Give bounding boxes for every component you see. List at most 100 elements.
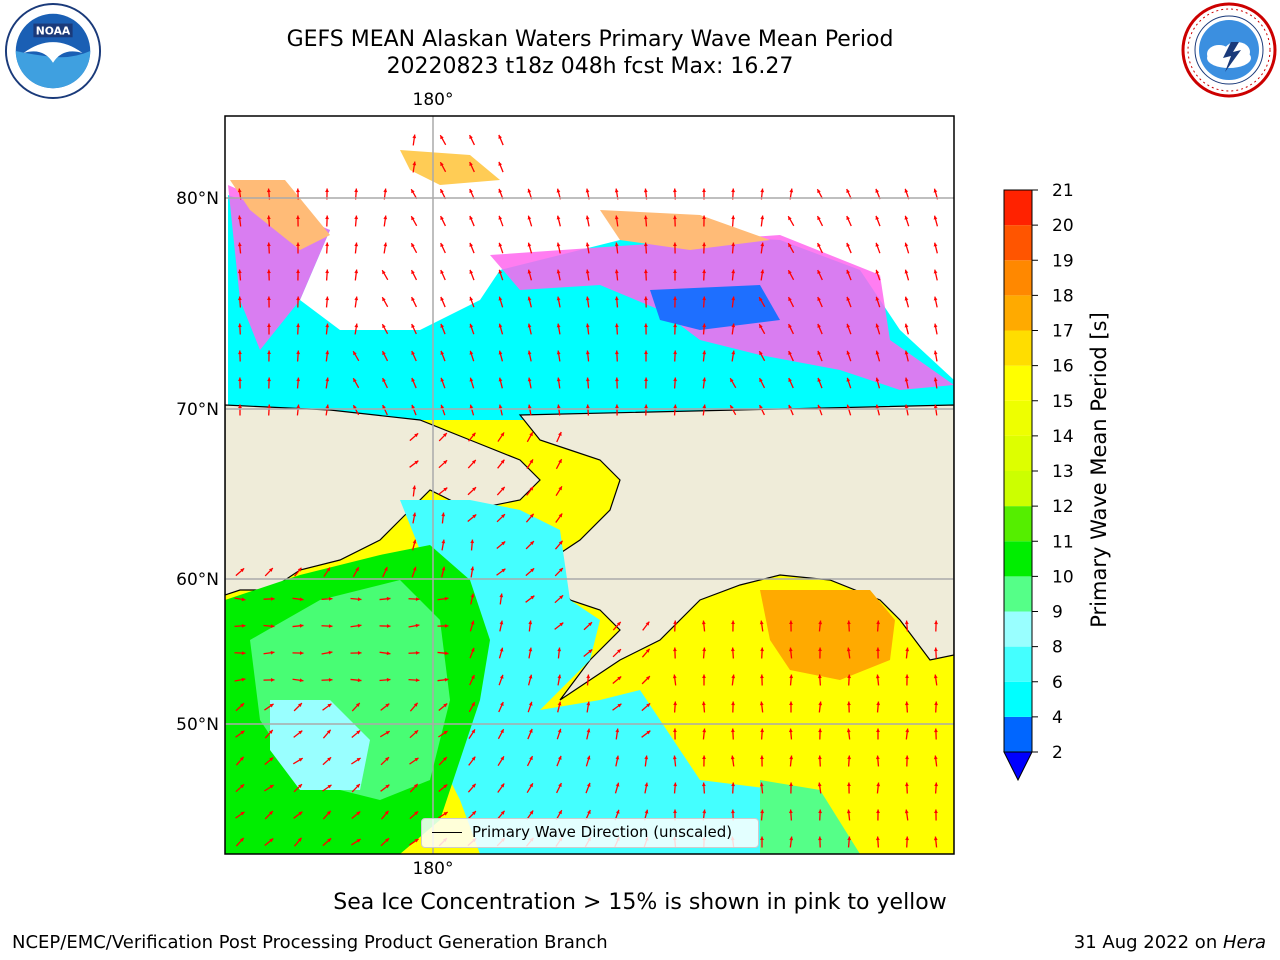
wave-arrow-head xyxy=(412,566,417,571)
wave-arrow-head xyxy=(529,459,533,464)
wave-arrow-head xyxy=(760,188,765,193)
wave-arrow-head xyxy=(904,404,909,409)
legend-line-swatch xyxy=(432,832,462,833)
colorbar-under-triangle xyxy=(1003,751,1033,782)
wave-arrow-head xyxy=(530,595,535,600)
wave-arrow-head xyxy=(472,487,477,492)
footer-host: Hera xyxy=(1222,932,1266,953)
wave-arrow-head xyxy=(241,597,246,602)
wave-arrow-head xyxy=(327,838,332,843)
wave-arrow-head xyxy=(241,623,246,628)
wave-arrow-head xyxy=(846,404,851,409)
wave-arrow-head xyxy=(498,296,503,301)
wave-arrow-head xyxy=(527,404,532,409)
wave-arrow-head xyxy=(818,728,822,733)
wave-arrow-head xyxy=(614,350,619,355)
wave-arrow-head xyxy=(469,350,474,355)
wave-arrow-head xyxy=(527,269,532,274)
wave-arrow-head xyxy=(530,541,534,545)
wave-arrow-head xyxy=(385,757,389,761)
wave-arrow-head xyxy=(847,836,852,841)
wave-arrow-head xyxy=(615,782,620,787)
wave-arrow-head xyxy=(325,377,330,382)
wave-arrow-head xyxy=(702,323,707,328)
wave-arrow-head xyxy=(328,596,333,601)
wave-arrow-head xyxy=(702,728,707,733)
wave-arrow-head xyxy=(298,703,302,707)
wave-arrow-head xyxy=(443,703,448,708)
wave-arrow-head xyxy=(444,651,449,656)
wave-arrow-head xyxy=(325,350,330,355)
wave-arrow-head xyxy=(325,242,330,247)
wave-arrow-head xyxy=(760,809,765,814)
wave-arrow-head xyxy=(383,215,388,220)
wave-arrow-head xyxy=(644,350,648,355)
wave-arrow-head xyxy=(299,651,304,655)
wave-arrow-head xyxy=(876,809,880,814)
wave-arrow-head xyxy=(789,701,793,706)
wave-arrow-head xyxy=(415,678,420,683)
wave-arrow-head xyxy=(385,838,390,843)
wave-arrow-head xyxy=(702,755,706,760)
wave-arrow-head xyxy=(325,188,329,193)
wave-arrow-head xyxy=(240,784,245,789)
wave-arrow-head xyxy=(325,215,329,220)
lat-label-70: 70°N xyxy=(176,400,219,420)
wave-arrow-head xyxy=(268,729,273,734)
wave-arrow-head xyxy=(643,242,648,247)
wave-arrow-head xyxy=(817,782,822,787)
wave-arrow-head xyxy=(876,728,880,733)
wave-arrow-head xyxy=(267,323,271,328)
deep-blue-patch xyxy=(650,285,780,330)
wave-arrow-head xyxy=(240,703,245,708)
wave-arrow-head xyxy=(241,651,246,656)
wave-arrow-head xyxy=(934,728,938,733)
wave-arrow-head xyxy=(847,674,852,679)
wave-arrow-head xyxy=(847,701,851,706)
wave-arrow-head xyxy=(673,647,677,652)
wave-arrow-head xyxy=(905,647,910,652)
wave-arrow-head xyxy=(470,620,475,625)
wave-arrow-head xyxy=(299,678,304,683)
wave-arrow-head xyxy=(240,730,245,735)
wave-arrow-head xyxy=(558,783,562,788)
colorbar-segment xyxy=(1004,400,1032,436)
wave-arrow-head xyxy=(470,593,475,598)
wave-arrow-head xyxy=(528,674,533,679)
wave-arrow-head xyxy=(354,188,359,193)
wave-arrow-head xyxy=(846,242,850,247)
wave-arrow-head xyxy=(846,296,851,301)
wave-arrow-head xyxy=(556,350,561,355)
wave-arrow-head xyxy=(411,404,416,409)
wave-arrow-head xyxy=(325,269,330,274)
wave-arrow-head xyxy=(443,460,448,465)
wave-arrow-head xyxy=(269,838,274,843)
wave-arrow-head xyxy=(238,350,242,355)
wave-arrow-head xyxy=(325,323,330,328)
wave-arrow-head xyxy=(788,351,792,356)
wave-arrow-head xyxy=(500,729,504,734)
wave-arrow-head xyxy=(731,674,736,679)
wave-arrow-head xyxy=(299,623,304,628)
lat-label-80: 80°N xyxy=(176,189,219,209)
wave-arrow-head xyxy=(702,242,706,247)
wave-arrow-head xyxy=(299,597,304,602)
wave-arrow-head xyxy=(875,269,880,274)
wave-arrow-head xyxy=(614,269,619,274)
wave-arrow-head xyxy=(556,215,561,220)
wave-arrow-head xyxy=(904,701,909,706)
wave-arrow-head xyxy=(443,757,447,761)
wave-arrow-head xyxy=(933,350,938,355)
wave-arrow-head xyxy=(614,296,619,301)
wave-arrow-head xyxy=(469,296,474,301)
svg-text:NOAA: NOAA xyxy=(36,24,71,37)
wave-arrow-head xyxy=(933,188,938,193)
wave-arrow-head xyxy=(498,350,503,355)
wave-arrow-head xyxy=(876,620,881,625)
wave-arrow-head xyxy=(586,782,591,787)
wave-arrow-head xyxy=(527,242,532,247)
colorbar-segment xyxy=(1004,541,1032,577)
wave-arrow-head xyxy=(440,269,444,274)
wave-arrow-head xyxy=(498,323,503,328)
wave-arrow-head xyxy=(356,839,361,843)
